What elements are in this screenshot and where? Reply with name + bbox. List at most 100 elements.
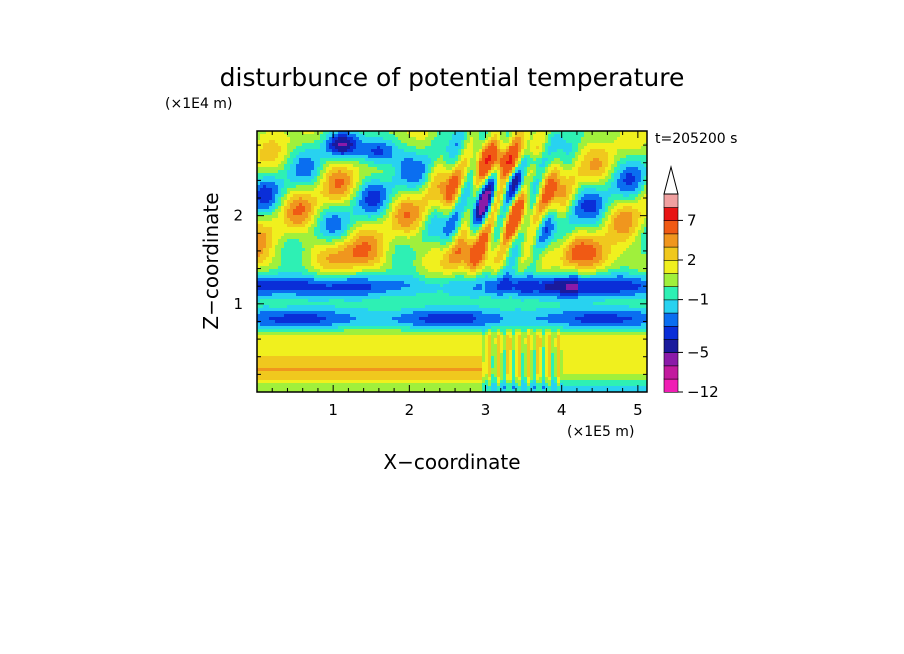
contour-cell <box>416 182 420 186</box>
contour-cell <box>473 197 477 201</box>
contour-cell <box>353 203 357 207</box>
contour-cell <box>542 227 546 231</box>
contour-cell <box>323 155 327 159</box>
contour-cell <box>491 185 495 189</box>
contour-cell <box>557 170 561 174</box>
contour-cell <box>317 233 321 237</box>
contour-cell <box>284 167 288 171</box>
contour-cell <box>353 143 357 147</box>
contour-cell <box>326 161 330 165</box>
contour-cell <box>302 227 306 231</box>
contour-cell <box>626 167 630 171</box>
contour-cell <box>392 221 396 225</box>
contour-cell <box>428 149 432 153</box>
contour-cell <box>368 137 372 141</box>
contour-cell <box>272 227 276 231</box>
contour-cell <box>410 179 414 183</box>
contour-cell <box>632 182 636 186</box>
contour-cell <box>452 230 456 234</box>
contour-cell <box>548 212 552 216</box>
contour-cell <box>638 131 642 135</box>
contour-cell <box>353 170 357 174</box>
contour-cell <box>509 164 513 168</box>
contour-cell <box>431 140 435 144</box>
contour-cell <box>401 140 405 144</box>
contour-cell <box>257 203 261 207</box>
contour-cell <box>269 212 273 216</box>
contour-cell <box>611 137 615 141</box>
contour-cell <box>290 230 294 234</box>
contour-cell <box>380 161 384 165</box>
contour-cell <box>287 161 291 165</box>
contour-cell <box>482 206 486 210</box>
contour-cell <box>431 158 435 162</box>
contour-cell <box>548 185 552 189</box>
contour-cell <box>548 173 552 177</box>
contour-cell <box>431 209 435 213</box>
contour-cell <box>452 203 456 207</box>
contour-cell <box>497 203 501 207</box>
contour-cell <box>266 236 270 240</box>
contour-cell <box>497 146 501 150</box>
contour-cell <box>476 230 480 234</box>
contour-cell <box>320 170 324 174</box>
contour-cell <box>476 188 480 192</box>
contour-cell <box>392 140 396 144</box>
contour-cell <box>425 218 429 222</box>
contour-cell <box>512 227 516 231</box>
contour-cell <box>590 149 594 153</box>
contour-cell <box>515 221 519 225</box>
contour-cell <box>446 134 450 138</box>
contour-cell <box>266 176 270 180</box>
contour-cell <box>560 146 564 150</box>
contour-cell <box>482 185 486 189</box>
contour-cell <box>554 140 558 144</box>
contour-cell <box>284 203 288 207</box>
contour-cell <box>416 188 420 192</box>
contour-cell <box>341 182 345 186</box>
contour-cell <box>260 131 264 135</box>
contour-cell <box>575 197 579 201</box>
contour-cell <box>416 218 420 222</box>
contour-cell <box>269 131 273 135</box>
contour-cell <box>398 191 402 195</box>
contour-cell <box>428 134 432 138</box>
contour-cell <box>434 173 438 177</box>
contour-cell <box>497 161 501 165</box>
contour-cell <box>569 146 573 150</box>
contour-cell <box>353 236 357 240</box>
contour-cell <box>515 155 519 159</box>
contour-cell <box>263 191 267 195</box>
contour-cell <box>455 131 459 135</box>
contour-cell <box>374 209 378 213</box>
contour-cell <box>419 134 423 138</box>
contour-cell <box>533 185 537 189</box>
contour-cell <box>392 185 396 189</box>
contour-cell <box>365 221 369 225</box>
contour-cell <box>503 149 507 153</box>
contour-cell <box>416 203 420 207</box>
contour-cell <box>329 224 333 228</box>
contour-cell <box>563 164 567 168</box>
contour-cell <box>494 152 498 156</box>
contour-cell <box>578 131 582 135</box>
contour-cell <box>626 185 630 189</box>
contour-cell <box>302 236 306 240</box>
contour-cell <box>335 176 339 180</box>
contour-cell <box>440 185 444 189</box>
contour-cell <box>623 224 627 228</box>
contour-cell <box>455 203 459 207</box>
contour-cell <box>347 146 351 150</box>
contour-cell <box>410 131 414 135</box>
contour-cell <box>338 161 342 165</box>
contour-cell <box>506 149 510 153</box>
contour-cell <box>290 206 294 210</box>
contour-cell <box>329 236 333 240</box>
contour-cell <box>392 161 396 165</box>
contour-cell <box>299 140 303 144</box>
contour-cell <box>506 131 510 135</box>
contour-cell <box>572 164 576 168</box>
contour-cell <box>635 179 639 183</box>
contour-cell <box>356 239 360 243</box>
contour-cell <box>323 161 327 165</box>
